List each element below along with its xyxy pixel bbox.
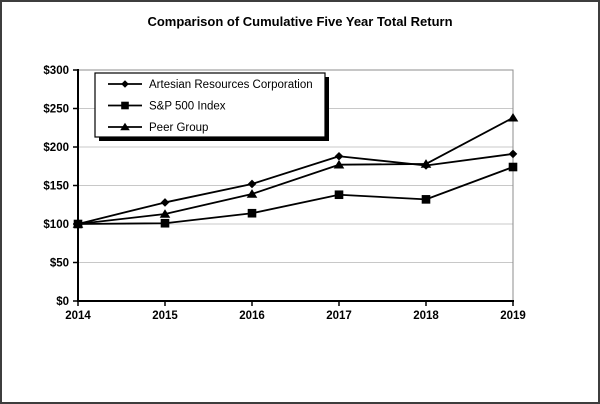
legend-label: Peer Group bbox=[149, 122, 208, 134]
x-tick-label: 2019 bbox=[500, 310, 526, 322]
x-tick-label: 2017 bbox=[326, 310, 352, 322]
y-tick-label: $200 bbox=[43, 142, 69, 154]
data-point-square bbox=[334, 190, 344, 200]
y-tick-label: $100 bbox=[43, 219, 69, 231]
x-tick-label: 2016 bbox=[239, 310, 265, 322]
data-point-diamond bbox=[334, 151, 344, 161]
y-tick-label: $150 bbox=[43, 181, 69, 193]
series-line-triangle bbox=[77, 116, 514, 225]
y-tick-label: $250 bbox=[43, 104, 69, 116]
chart-title: Comparison of Cumulative Five Year Total… bbox=[147, 14, 453, 29]
series-line-diamond bbox=[77, 153, 514, 225]
data-point-diamond bbox=[508, 149, 518, 159]
data-point-diamond bbox=[247, 179, 257, 189]
legend-marker-square bbox=[121, 101, 129, 110]
legend-label: Artesian Resources Corporation bbox=[149, 79, 313, 91]
data-point-diamond bbox=[160, 198, 170, 207]
x-tick-label: 2018 bbox=[413, 310, 439, 322]
y-tick-label: $0 bbox=[56, 296, 69, 308]
data-point-triangle bbox=[333, 159, 345, 169]
data-point-square bbox=[508, 162, 518, 172]
x-tick-label: 2015 bbox=[152, 310, 178, 322]
data-point-square bbox=[421, 195, 431, 204]
legend-label: S&P 500 Index bbox=[149, 101, 226, 113]
data-point-square bbox=[160, 218, 170, 228]
data-point-triangle bbox=[246, 189, 258, 198]
series-line-square bbox=[77, 166, 514, 225]
data-point-triangle bbox=[420, 159, 432, 168]
legend-marker-triangle bbox=[120, 122, 130, 131]
data-point-square bbox=[247, 208, 257, 218]
data-point-triangle bbox=[507, 112, 519, 122]
data-point-triangle bbox=[72, 219, 84, 228]
x-tick-label: 2014 bbox=[65, 310, 91, 322]
y-tick-label: $50 bbox=[50, 258, 69, 270]
legend-marker-diamond bbox=[121, 80, 129, 88]
data-point-triangle bbox=[159, 209, 171, 218]
y-tick-label: $300 bbox=[43, 65, 69, 77]
